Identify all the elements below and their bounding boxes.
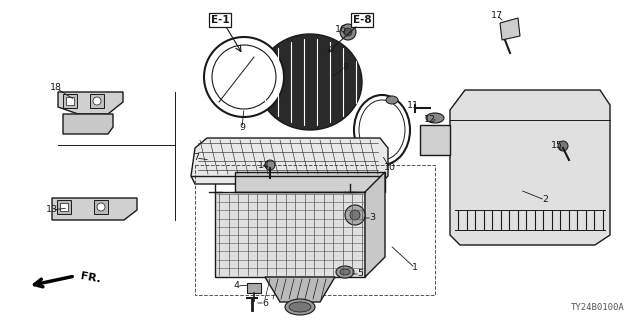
Polygon shape bbox=[191, 138, 388, 184]
Text: E-8: E-8 bbox=[353, 15, 371, 25]
Ellipse shape bbox=[426, 113, 444, 123]
Text: 18: 18 bbox=[50, 84, 62, 92]
Bar bbox=[66, 97, 74, 105]
Text: 14: 14 bbox=[258, 161, 270, 170]
Ellipse shape bbox=[354, 95, 410, 165]
Circle shape bbox=[265, 160, 275, 170]
Polygon shape bbox=[500, 18, 520, 40]
Bar bbox=[94, 200, 108, 214]
Ellipse shape bbox=[285, 299, 315, 315]
Text: 12: 12 bbox=[424, 116, 436, 124]
Polygon shape bbox=[365, 172, 385, 277]
Circle shape bbox=[558, 141, 568, 151]
Ellipse shape bbox=[336, 266, 354, 278]
Polygon shape bbox=[52, 198, 137, 220]
Bar bbox=[60, 203, 68, 211]
Circle shape bbox=[93, 97, 101, 105]
Ellipse shape bbox=[340, 269, 350, 275]
Text: 11: 11 bbox=[407, 100, 419, 109]
Text: 15: 15 bbox=[551, 140, 563, 149]
Text: 2: 2 bbox=[542, 196, 548, 204]
Circle shape bbox=[350, 210, 360, 220]
Text: FR.: FR. bbox=[80, 271, 102, 285]
Bar bbox=[247, 283, 261, 293]
Text: 16: 16 bbox=[335, 26, 347, 35]
Bar bbox=[57, 200, 71, 214]
Circle shape bbox=[340, 24, 356, 40]
Text: E-1: E-1 bbox=[211, 15, 229, 25]
Ellipse shape bbox=[289, 302, 311, 312]
Text: 7: 7 bbox=[193, 154, 199, 163]
Text: 4: 4 bbox=[234, 282, 240, 291]
Text: 3: 3 bbox=[369, 213, 375, 222]
Text: 10: 10 bbox=[384, 164, 396, 172]
Polygon shape bbox=[215, 192, 365, 277]
Polygon shape bbox=[63, 114, 113, 134]
Text: 17: 17 bbox=[491, 11, 503, 20]
Text: 9: 9 bbox=[239, 124, 245, 132]
Ellipse shape bbox=[258, 34, 362, 130]
Text: 8: 8 bbox=[342, 63, 348, 73]
Bar bbox=[63, 94, 77, 108]
Circle shape bbox=[345, 205, 365, 225]
Circle shape bbox=[344, 28, 352, 36]
Polygon shape bbox=[265, 277, 335, 302]
Text: 5: 5 bbox=[357, 269, 363, 278]
Ellipse shape bbox=[386, 96, 398, 104]
Circle shape bbox=[204, 37, 284, 117]
Text: 13: 13 bbox=[46, 205, 58, 214]
Circle shape bbox=[97, 203, 105, 211]
Text: 6: 6 bbox=[262, 299, 268, 308]
Polygon shape bbox=[420, 125, 450, 155]
Polygon shape bbox=[235, 172, 385, 192]
Text: TY24B0100A: TY24B0100A bbox=[572, 303, 625, 312]
Bar bbox=[90, 94, 104, 108]
Polygon shape bbox=[450, 90, 610, 245]
Polygon shape bbox=[58, 92, 123, 114]
Text: 1: 1 bbox=[412, 263, 418, 273]
